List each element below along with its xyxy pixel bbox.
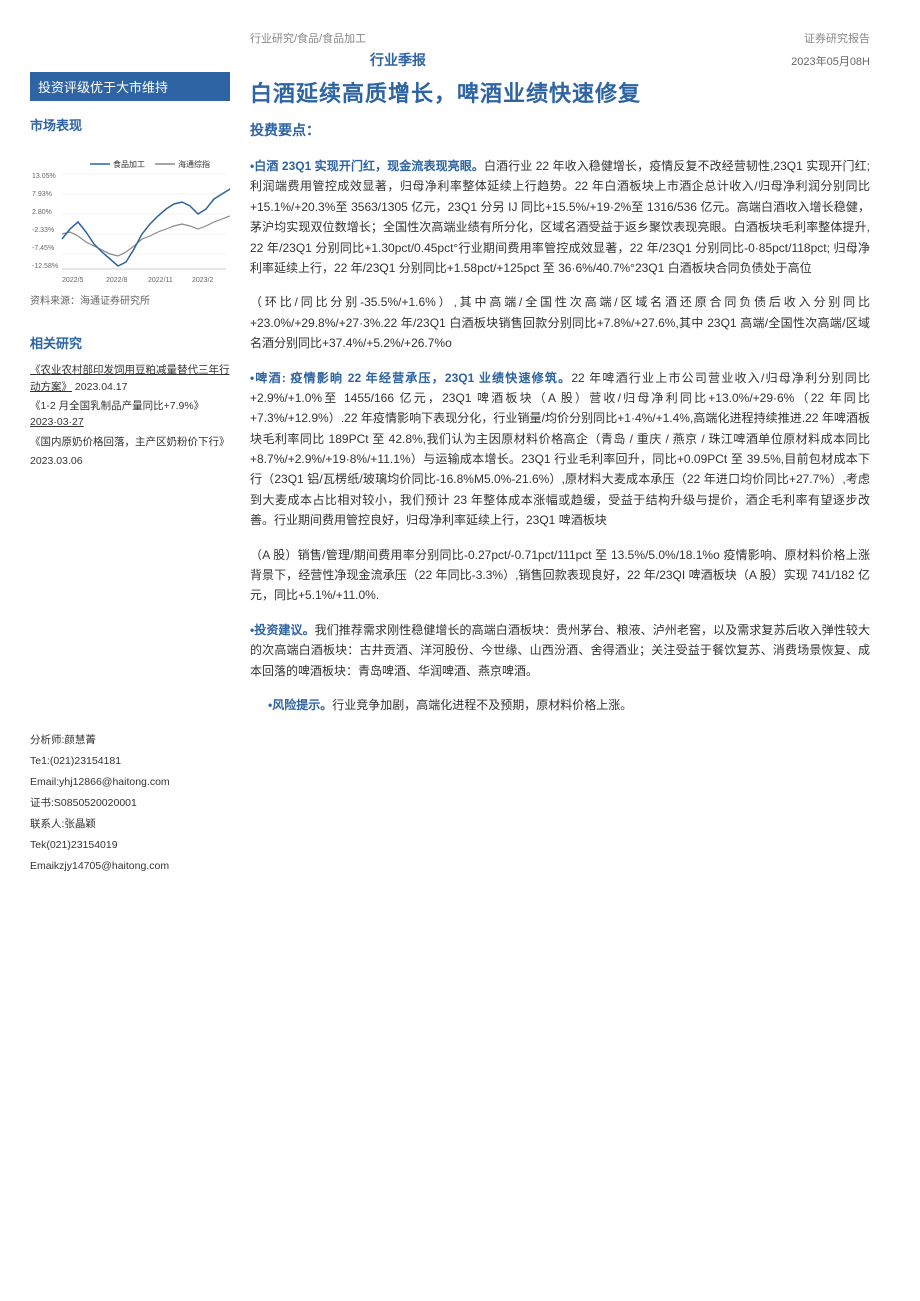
related-item[interactable]: 《1-2 月全国乳制品产量同比+7.9%》 xyxy=(30,398,230,415)
ytick-3: -2.33% xyxy=(32,227,54,234)
p1-body: 白酒行业 22 年收入稳健增长，疫情反复不改经营韧性,23Q1 实现开门红; 利… xyxy=(250,159,870,275)
chart-source-text: 资料来源：海通证券研究所 xyxy=(30,292,230,307)
related-title: 《1-2 月全国乳制品产量同比+7.9%》 xyxy=(30,400,204,412)
ytick-0: 13.05% xyxy=(32,173,56,180)
contact-name: 联系人:张晶颖 xyxy=(30,814,230,835)
main-title: 白酒延续高质增长，啤酒业绩快速修复 xyxy=(250,76,870,108)
category-path: 行业研究/食品/食品加工 xyxy=(250,30,366,46)
analyst-name: 分析师:颜慧菁 xyxy=(30,730,230,751)
sub-header-row: 行业季报 2023年05月08H xyxy=(250,50,870,70)
xtick-0: 2022/5 xyxy=(62,277,84,284)
p4-lead: •风险提示。 xyxy=(268,698,332,712)
p1-lead: •白酒 23Q1 实现开门红，现金流表现亮眼。 xyxy=(250,159,484,173)
p3-body: 我们推荐需求刚性稳健增长的高端白酒板块：贵州茅台、粮液、泸州老窖，以及需求复苏后… xyxy=(250,623,870,678)
related-title: 《农业农村部印发饲用豆粕减量替代三年行动方案》 xyxy=(30,364,230,393)
chart-bg xyxy=(30,156,230,286)
chart-svg: 食品加工 海通综指 13.05% 7.93% 2.80% -2.33% -7.4… xyxy=(30,156,230,286)
related-title: 《国内原奶价格回落，主产区奶粉价下行》 xyxy=(30,436,230,448)
p4-body: 行业竞争加剧，高端化进程不及预期，原材料价格上涨。 xyxy=(332,698,632,712)
xtick-1: 2022/8 xyxy=(106,277,128,284)
paragraph-baijiu: •白酒 23Q1 实现开门红，现金流表现亮眼。白酒行业 22 年收入稳健增长，疫… xyxy=(250,156,870,278)
sidebar: 投资评级优于大市维持 市场表现 食品加工 海通综指 13.05% 7.93% 2… xyxy=(30,30,230,877)
page-root: 投资评级优于大市维持 市场表现 食品加工 海通综指 13.05% 7.93% 2… xyxy=(0,0,920,907)
legend-label-1: 食品加工 xyxy=(113,159,145,169)
contact-email: Emaikzjy14705@haitong.com xyxy=(30,856,230,877)
ytick-4: -7.45% xyxy=(32,245,54,252)
market-performance-heading: 市场表现 xyxy=(30,115,230,136)
investment-rating-text: 投资评级优于大市维持 xyxy=(38,80,168,95)
related-research-list: 《农业农村部印发饲用豆粕减量替代三年行动方案》 2023.04.17 《1-2 … xyxy=(30,362,230,470)
analyst-tel: Te1:(021)23154181 xyxy=(30,751,230,772)
p2-lead: •啤酒: 疫情影晌 22 年经营承压，23Q1 业绩快速修筑。 xyxy=(250,371,571,385)
paragraph-beer-tail: （A 股）销售/管理/期间费用率分别同比-0.27pct/-0.71pct/11… xyxy=(250,545,870,606)
paragraph-beer: •啤酒: 疫情影晌 22 年经营承压，23Q1 业绩快速修筑。22 年啤酒行业上… xyxy=(250,368,870,531)
paragraph-recommendation: •投资建议。我们推荐需求刚性稳健增长的高端白酒板块：贵州茅台、粮液、泸州老窖，以… xyxy=(250,620,870,681)
related-item[interactable]: 《国内原奶价格回落，主产区奶粉价下行》 xyxy=(30,434,230,451)
paragraph-baijiu-tail: （环比/同比分别-35.5%/+1.6%）,其中高端/全国性次高端/区域名酒还原… xyxy=(250,292,870,353)
related-date: 2023.04.17 xyxy=(75,381,128,393)
ytick-5: -12.58% xyxy=(32,263,58,270)
related-item[interactable]: 《农业农村部印发饲用豆粕减量替代三年行动方案》 2023.04.17 xyxy=(30,362,230,396)
p2-body: 22 年啤酒行业上市公司营业收入/归母净利分别同比+2.9%/+1.0%至 14… xyxy=(250,371,870,528)
main-content: 行业研究/食品/食品加工 证券研究报告 行业季报 2023年05月08H 白酒延… xyxy=(250,30,870,877)
analyst-cert: 证书:S0850520020001 xyxy=(30,793,230,814)
quarterly-label: 行业季报 xyxy=(370,50,426,70)
related-date: 2023.03.06 xyxy=(30,453,230,470)
p3-lead: •投资建议。 xyxy=(250,623,315,637)
analyst-info: 分析师:颜慧菁 Te1:(021)23154181 Email:yhj12866… xyxy=(30,730,230,877)
paragraph-risk: •风险提示。行业竞争加剧，高端化进程不及预期，原材料价格上涨。 xyxy=(250,695,870,715)
ytick-2: 2.80% xyxy=(32,209,52,216)
legend-label-2: 海通综指 xyxy=(178,159,210,169)
related-date: 2023·03·27 xyxy=(30,416,230,428)
contact-tel: Tek(021)23154019 xyxy=(30,835,230,856)
related-research-heading: 相关研究 xyxy=(30,333,230,354)
ytick-1: 7.93% xyxy=(32,191,52,198)
report-date: 2023年05月08H xyxy=(791,53,870,69)
xtick-2: 2022/11 xyxy=(148,277,173,284)
report-type: 证券研究报告 xyxy=(804,30,870,46)
investment-rating-box: 投资评级优于大市维持 xyxy=(30,72,230,101)
analyst-email: Email:yhj12866@haitong.com xyxy=(30,772,230,793)
performance-chart: 食品加工 海通综指 13.05% 7.93% 2.80% -2.33% -7.4… xyxy=(30,156,230,286)
header-meta-row: 行业研究/食品/食品加工 证券研究报告 xyxy=(250,30,870,46)
xtick-3: 2023/2 xyxy=(192,277,214,284)
key-points-heading: 投费要点： xyxy=(250,120,870,140)
